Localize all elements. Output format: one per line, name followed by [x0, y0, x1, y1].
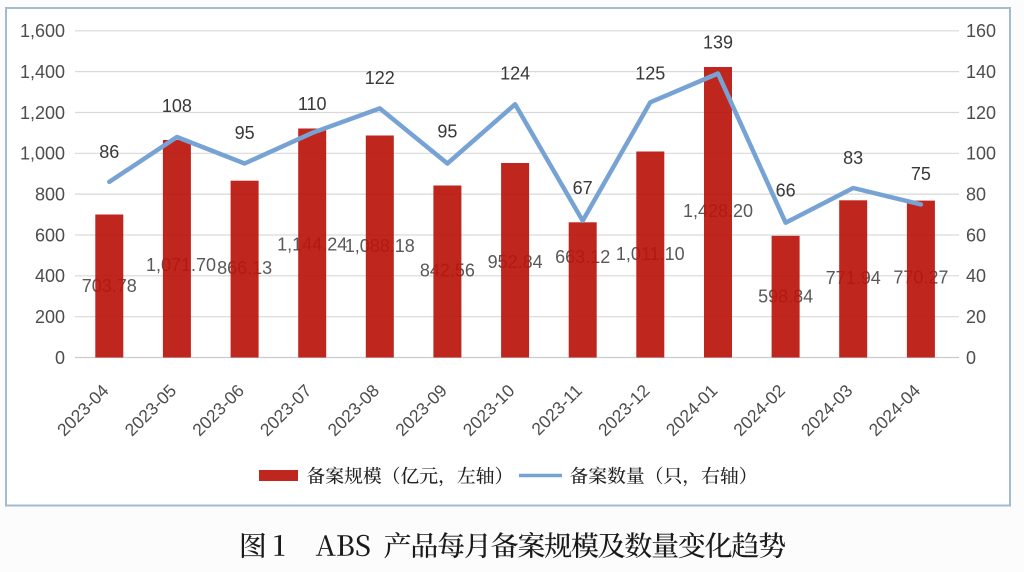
svg-text:139: 139: [703, 33, 733, 53]
svg-text:108: 108: [162, 96, 192, 116]
svg-text:0: 0: [966, 348, 976, 368]
svg-text:140: 140: [966, 62, 996, 82]
svg-text:160: 160: [966, 21, 996, 41]
svg-text:124: 124: [500, 64, 530, 84]
svg-text:1,400: 1,400: [20, 62, 65, 82]
svg-text:60: 60: [966, 225, 986, 245]
svg-text:800: 800: [35, 184, 65, 204]
svg-text:200: 200: [35, 307, 65, 327]
svg-text:20: 20: [966, 307, 986, 327]
svg-text:86: 86: [99, 142, 119, 162]
svg-text:110: 110: [298, 94, 327, 114]
svg-text:1,000: 1,000: [20, 144, 65, 164]
svg-text:125: 125: [635, 64, 665, 84]
svg-text:0: 0: [55, 348, 65, 368]
svg-text:83: 83: [843, 148, 863, 168]
svg-text:75: 75: [911, 164, 931, 184]
svg-text:600: 600: [35, 225, 65, 245]
svg-text:122: 122: [365, 68, 395, 88]
svg-text:66: 66: [776, 181, 796, 201]
svg-text:40: 40: [966, 266, 986, 286]
svg-text:67: 67: [573, 178, 593, 198]
svg-text:400: 400: [35, 266, 65, 286]
svg-text:1,200: 1,200: [20, 103, 65, 123]
svg-text:95: 95: [235, 123, 255, 143]
svg-text:120: 120: [966, 103, 996, 123]
svg-text:1,600: 1,600: [20, 21, 65, 41]
svg-text:100: 100: [966, 144, 996, 164]
svg-text:95: 95: [437, 122, 457, 142]
svg-text:80: 80: [966, 184, 986, 204]
